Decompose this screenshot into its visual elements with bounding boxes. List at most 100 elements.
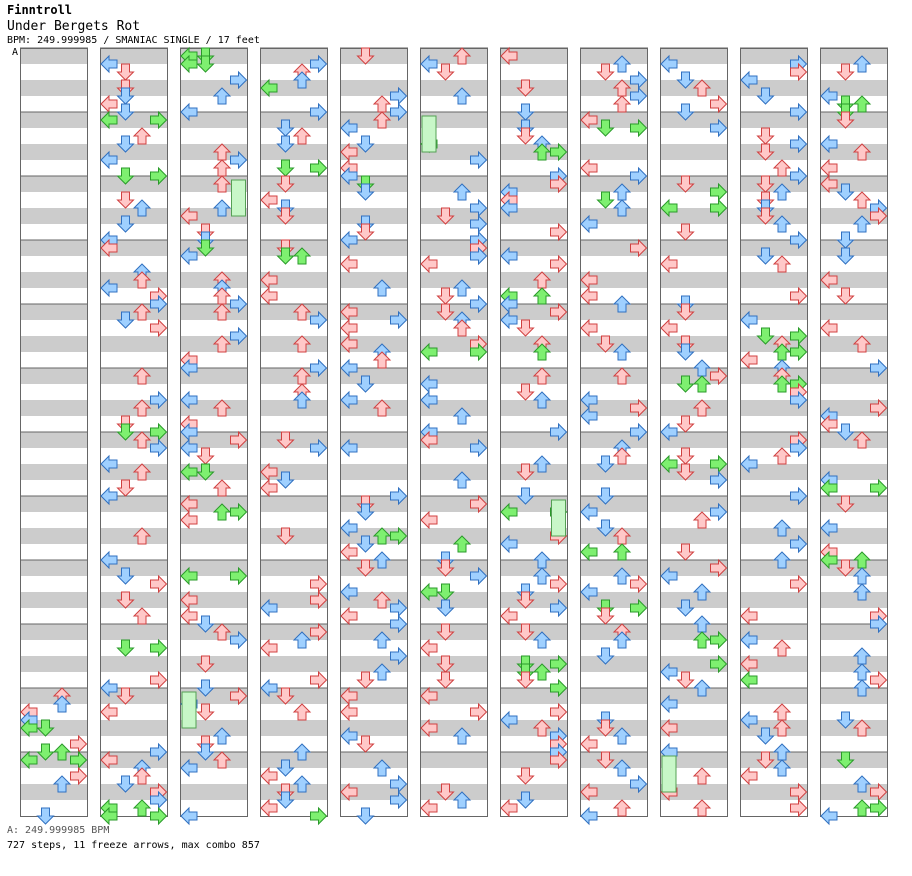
arrow-right	[150, 806, 168, 826]
arrow-left	[260, 478, 278, 498]
arrow-up	[372, 351, 392, 369]
arrow-left	[420, 638, 438, 658]
arrow-up	[612, 367, 632, 385]
arrow-up	[852, 215, 872, 233]
arrow-right	[550, 222, 568, 242]
arrow-left	[660, 662, 678, 682]
arrow-down	[276, 159, 295, 177]
beat-stripe	[20, 240, 88, 256]
arrow-up	[132, 271, 152, 289]
arrow-down	[436, 583, 455, 601]
arrow-up	[532, 663, 552, 681]
arrow-down	[196, 655, 215, 673]
arrow-left	[500, 198, 518, 218]
arrow-up	[772, 719, 792, 737]
arrow-up	[212, 335, 232, 353]
arrow-down	[516, 487, 535, 505]
bpm-marker-label: A	[12, 47, 19, 58]
arrow-up	[212, 303, 232, 321]
beat-stripe	[20, 464, 88, 480]
arrow-left	[340, 582, 358, 602]
arrow-up	[612, 799, 632, 817]
arrow-up	[452, 535, 472, 553]
arrow-up	[372, 591, 392, 609]
arrow-right	[310, 358, 328, 378]
arrow-down	[196, 55, 215, 73]
arrow-up	[452, 471, 472, 489]
arrow-up	[292, 775, 312, 793]
arrow-left	[340, 358, 358, 378]
arrow-up	[132, 607, 152, 625]
arrow-right	[630, 422, 648, 442]
arrow-left	[580, 782, 598, 802]
beat-stripe	[820, 448, 888, 464]
arrow-down	[676, 223, 695, 241]
arrow-left	[180, 390, 198, 410]
arrow-left	[740, 70, 758, 90]
beat-stripe	[500, 560, 568, 576]
beat-stripe	[580, 704, 648, 720]
arrow-right	[150, 670, 168, 690]
column-border	[100, 48, 168, 817]
arrow-left	[820, 806, 838, 826]
arrow-up	[452, 87, 472, 105]
arrow-up	[612, 631, 632, 649]
arrow-up	[852, 719, 872, 737]
beat-stripe	[100, 624, 168, 640]
beat-stripe	[820, 640, 888, 656]
chart-column	[580, 47, 648, 826]
arrow-up	[772, 215, 792, 233]
beat-stripe	[500, 640, 568, 656]
beat-stripe	[260, 512, 328, 528]
chart-column	[420, 47, 488, 818]
bpm-legend: A: 249.999985 BPM	[7, 825, 110, 836]
arrow-right	[710, 558, 728, 578]
arrow-down	[676, 447, 695, 465]
song-title: Under Bergets Rot	[7, 19, 141, 34]
arrow-left	[660, 566, 678, 586]
arrow-right	[790, 286, 808, 306]
arrow-right	[310, 622, 328, 642]
arrow-up	[772, 159, 792, 177]
beat-stripe	[660, 144, 728, 160]
arrow-left	[740, 454, 758, 474]
arrow-left	[820, 414, 838, 434]
arrow-down	[276, 687, 295, 705]
arrow-down	[596, 63, 615, 81]
arrow-left	[260, 190, 278, 210]
arrow-down	[356, 559, 375, 577]
column-border	[660, 48, 728, 817]
arrow-left	[100, 238, 118, 258]
arrow-down	[676, 599, 695, 617]
beat-stripe	[420, 112, 488, 128]
arrow-left	[580, 318, 598, 338]
beat-stripe	[260, 560, 328, 576]
beat-stripe	[180, 784, 248, 800]
beat-stripe	[100, 336, 168, 352]
arrow-right	[630, 86, 648, 106]
arrow-up	[692, 679, 712, 697]
arrow-right	[790, 102, 808, 122]
arrow-up	[852, 431, 872, 449]
arrow-down	[516, 103, 535, 121]
arrow-right	[630, 118, 648, 138]
arrow-right	[150, 574, 168, 594]
beat-stripe	[820, 576, 888, 592]
beat-stripe	[180, 720, 248, 736]
arrow-up	[532, 287, 552, 305]
arrow-down	[756, 751, 775, 769]
beat-stripe	[20, 384, 88, 400]
arrow-up	[852, 775, 872, 793]
arrow-left	[660, 694, 678, 714]
arrow-right	[870, 670, 888, 690]
arrow-up	[52, 695, 72, 713]
beat-stripe	[660, 592, 728, 608]
arrow-left	[180, 246, 198, 266]
arrow-down	[436, 671, 455, 689]
beat-stripe	[420, 608, 488, 624]
arrow-left	[340, 254, 358, 274]
arrow-down	[596, 335, 615, 353]
beat-stripe	[420, 80, 488, 96]
arrow-right	[630, 166, 648, 186]
arrow-left	[340, 518, 358, 538]
